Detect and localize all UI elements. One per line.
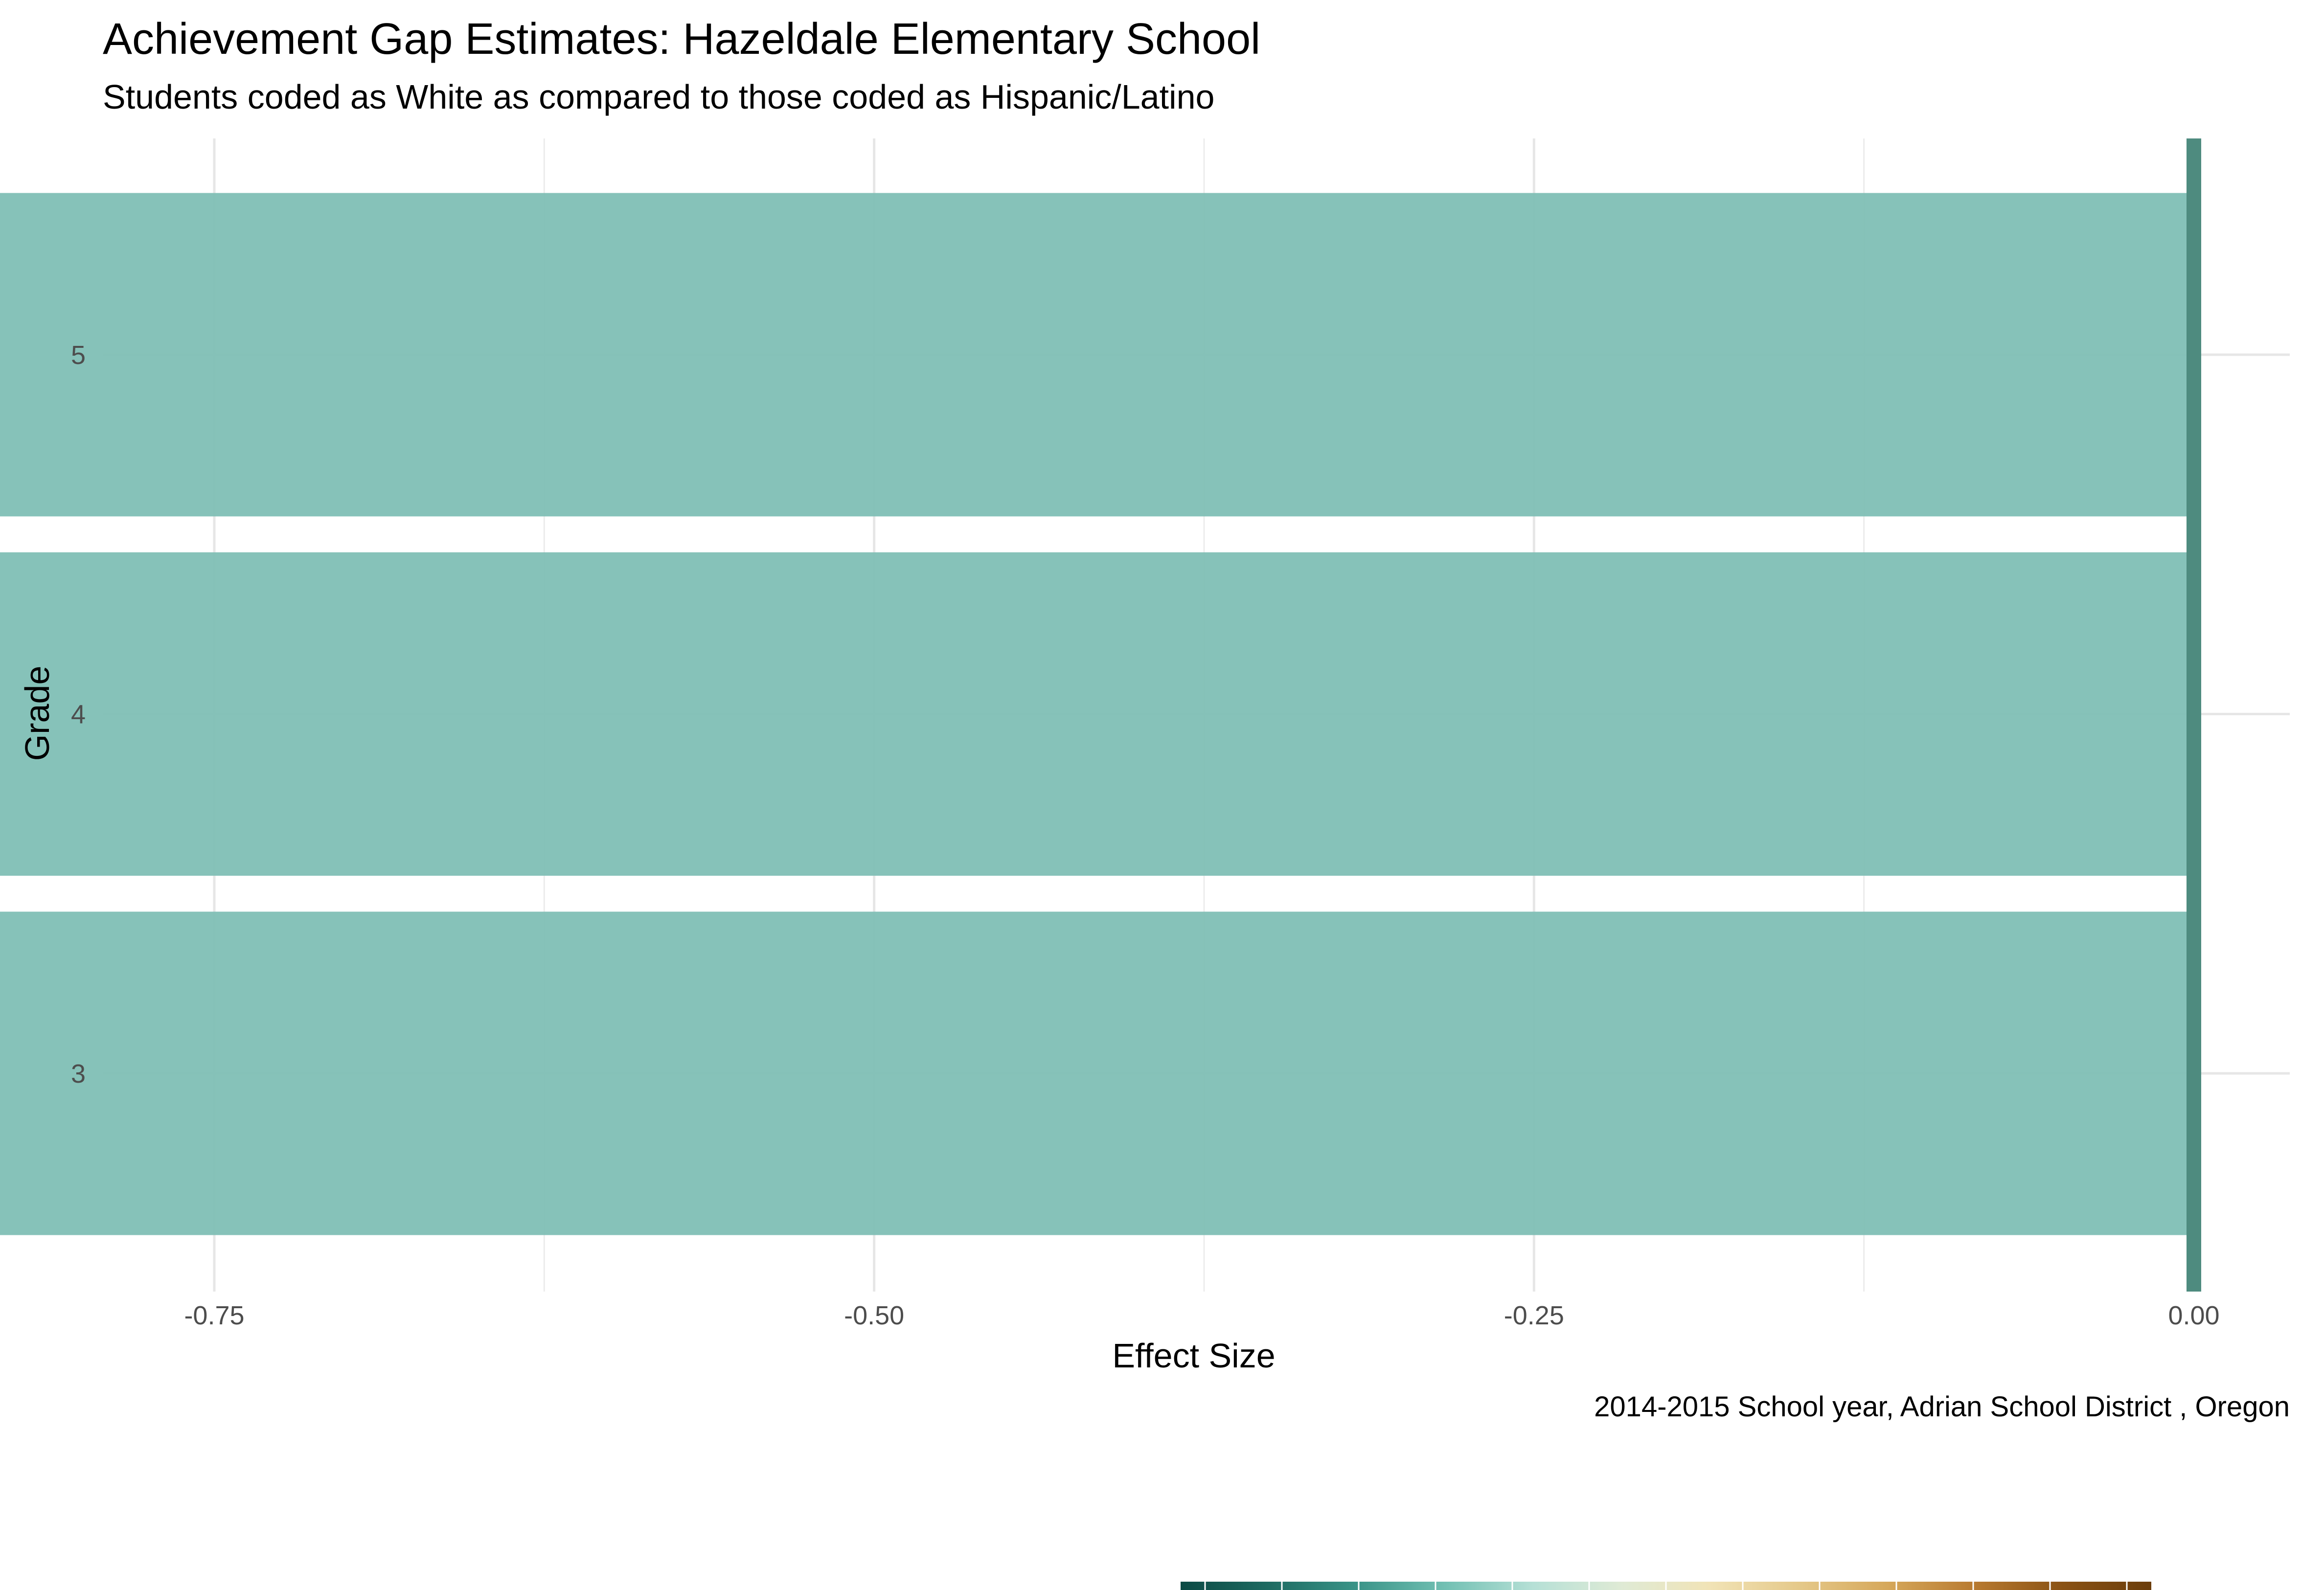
colorbar-ticks <box>1204 1582 2128 1590</box>
colorbar-legend <box>1181 1582 2151 1590</box>
bar-grade-5 <box>0 193 2194 517</box>
y-tick-label: 3 <box>71 1059 86 1089</box>
bar-grade-3 <box>0 911 2194 1235</box>
x-axis-title: Effect Size <box>1112 1337 1275 1375</box>
x-tick-label: -0.50 <box>844 1301 904 1330</box>
chart-subtitle: Students coded as White as compared to t… <box>103 78 1214 116</box>
chart-title: Achievement Gap Estimates: Hazeldale Ele… <box>103 15 1260 64</box>
x-axis-ticks: -0.75 -0.50 -0.25 0.00 <box>184 1301 2219 1330</box>
chart-caption: 2014-2015 School year, Adrian School Dis… <box>1594 1391 2290 1423</box>
x-tick-label: -0.25 <box>1504 1301 1564 1330</box>
bar-grade-4 <box>0 552 2194 876</box>
y-axis-title: Grade <box>18 666 56 761</box>
x-tick-label: 0.00 <box>2168 1301 2219 1330</box>
y-axis-ticks: 3 4 5 <box>71 341 86 1089</box>
bars <box>0 193 2194 1235</box>
y-tick-label: 4 <box>71 700 86 729</box>
x-tick-label: -0.75 <box>184 1301 244 1330</box>
y-tick-label: 5 <box>71 341 86 370</box>
